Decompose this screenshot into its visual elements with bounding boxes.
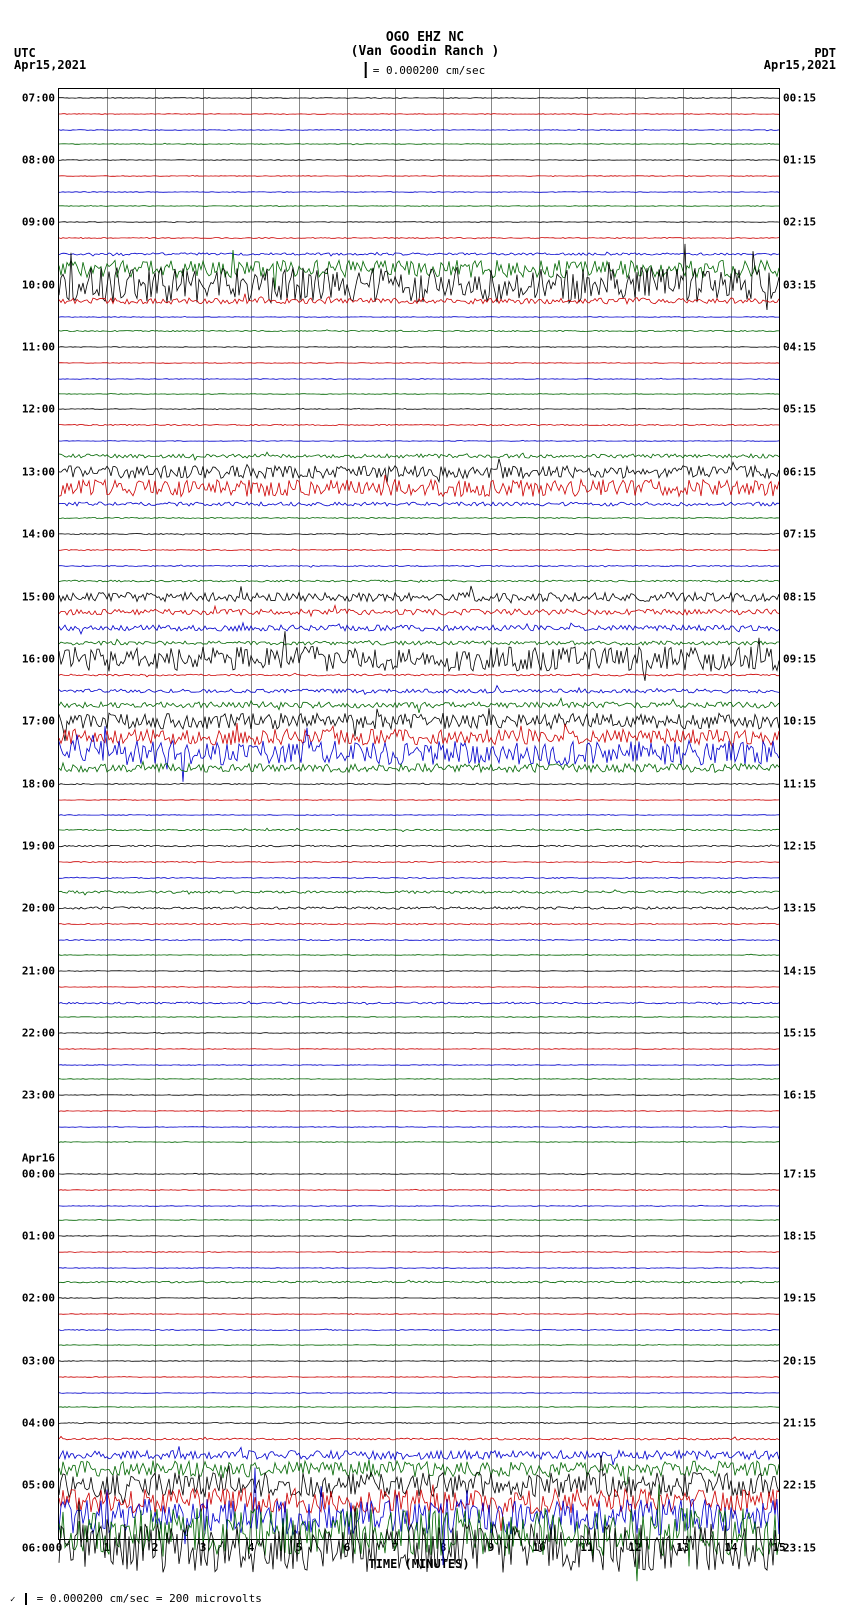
y-label-right: 08:15 [779,590,816,603]
date-right: Apr15,2021 [764,58,836,72]
y-label-right: 00:15 [779,91,816,104]
station-location: (Van Goodin Ranch ) [0,44,850,59]
y-label-left: 04:00 [22,1417,59,1430]
y-label-left: 09:00 [22,216,59,229]
y-label-right: 15:15 [779,1026,816,1039]
seismic-trace [59,1127,779,1157]
y-label-left: 08:00 [22,154,59,167]
y-label-right: 06:15 [779,465,816,478]
seismogram-container: OGO EHZ NC (Van Goodin Ranch ) = 0.00020… [0,0,850,1613]
scale-text: = 0.000200 cm/sec [373,64,486,77]
station-title: OGO EHZ NC [0,30,850,45]
y-label-right: 09:15 [779,652,816,665]
y-label-left: 16:00 [22,652,59,665]
y-label-left: 19:00 [22,839,59,852]
y-label-left: 11:00 [22,341,59,354]
y-label-right: 21:15 [779,1417,816,1430]
y-label-left: Apr16 [22,1151,59,1164]
footer-scale: ✓ = 0.000200 cm/sec = 200 microvolts [10,1592,262,1605]
y-label-left: 03:00 [22,1354,59,1367]
y-label-right: 07:15 [779,528,816,541]
scale-bar-icon [365,62,367,78]
y-label-right: 04:15 [779,341,816,354]
footer-text: = 0.000200 cm/sec = 200 microvolts [37,1592,262,1605]
y-label-right: 11:15 [779,777,816,790]
seismogram-plot: TIME (MINUTES) 012345678910111213141507:… [58,88,780,1540]
y-label-left: 20:00 [22,902,59,915]
seismic-trace [59,1533,779,1563]
scale-indicator: = 0.000200 cm/sec [365,62,486,78]
y-label-left: 01:00 [22,1229,59,1242]
y-label-right: 17:15 [779,1167,816,1180]
y-label-left: 21:00 [22,964,59,977]
y-label-right: 18:15 [779,1229,816,1242]
y-label-left: 12:00 [22,403,59,416]
y-label-right: 23:15 [779,1541,816,1554]
y-label-right: 20:15 [779,1354,816,1367]
y-label-right: 16:15 [779,1089,816,1102]
y-label-right: 05:15 [779,403,816,416]
y-label-left: 05:00 [22,1479,59,1492]
y-label-left: 14:00 [22,528,59,541]
y-label-right: 10:15 [779,715,816,728]
y-label-right: 01:15 [779,154,816,167]
y-label-right: 13:15 [779,902,816,915]
y-label-right: 12:15 [779,839,816,852]
y-label-left: 02:00 [22,1292,59,1305]
y-label-left: 15:00 [22,590,59,603]
y-label-right: 03:15 [779,278,816,291]
y-label-right: 02:15 [779,216,816,229]
y-label-right: 22:15 [779,1479,816,1492]
date-left: Apr15,2021 [14,58,86,72]
y-label-left: 22:00 [22,1026,59,1039]
y-label-left: 00:00 [22,1167,59,1180]
y-label-left: 23:00 [22,1089,59,1102]
y-label-left: 13:00 [22,465,59,478]
y-label-right: 19:15 [779,1292,816,1305]
y-label-left: 17:00 [22,715,59,728]
y-label-left: 06:00 [22,1541,59,1554]
y-label-left: 07:00 [22,91,59,104]
y-label-right: 14:15 [779,964,816,977]
y-label-left: 18:00 [22,777,59,790]
y-label-left: 10:00 [22,278,59,291]
